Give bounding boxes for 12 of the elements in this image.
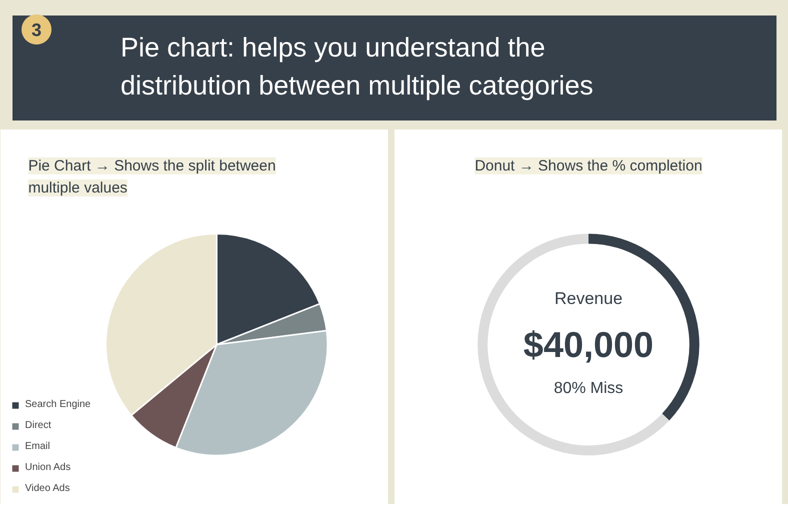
text: 80% Miss (554, 380, 624, 398)
legend-label: Email (25, 441, 50, 452)
chart-subtitle: Pie Chart → Shows the split between multiple values (28, 157, 276, 196)
legend-label: Video Ads (25, 483, 70, 494)
text: Revenue (554, 288, 623, 308)
legend-label: Union Ads (25, 462, 71, 473)
text: 3 (31, 20, 42, 40)
chart-title: Pie chart: helps you understand the distribution between multiple categories (120, 32, 594, 100)
text: $40,000 (523, 324, 654, 366)
legend-label: Search Engine (25, 399, 91, 410)
legend-label: Direct (25, 420, 52, 431)
chart-title: Donut → Shows the % completion (474, 157, 702, 174)
